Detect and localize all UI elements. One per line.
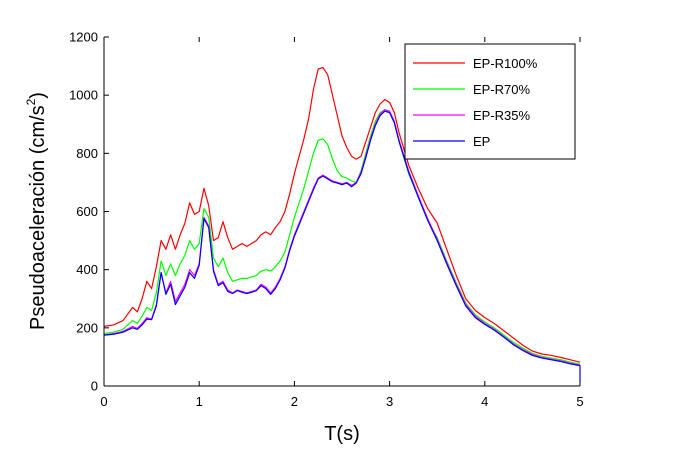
x-tick-label: 1	[196, 394, 203, 409]
series-layer	[103, 66, 581, 382]
x-tick-label: 2	[291, 394, 298, 409]
legend-label: EP-R35%	[473, 108, 531, 123]
legend-item: EP-R35%	[413, 108, 531, 123]
y-axis-title-main: Pseudoaceleración (cm/s	[27, 105, 49, 330]
legend-item: EP-R70%	[413, 82, 531, 97]
legend-label: EP-R100%	[473, 56, 538, 71]
series-line-3	[103, 110, 581, 382]
legend-label: EP	[473, 134, 490, 149]
y-tick-label: 200	[76, 320, 98, 335]
x-ticks: 0 1 2 3 4 5	[100, 37, 584, 409]
x-tick-label: 4	[481, 394, 488, 409]
legend-item: EP-R100%	[413, 56, 538, 71]
x-tick-label: 0	[100, 394, 107, 409]
y-tick-label: 400	[76, 262, 98, 277]
x-axis-title: T(s)	[324, 423, 360, 445]
legend: EP-R100% EP-R70% EP-R35% EP	[404, 43, 576, 160]
y-axis-title: Pseudoaceleración (cm/s2)	[24, 92, 49, 330]
y-ticks: 0 200 400 600 800 1000 1200	[69, 30, 109, 394]
legend-label: EP-R70%	[473, 82, 531, 97]
y-tick-label: 800	[76, 146, 98, 161]
legend-items: EP-R100% EP-R70% EP-R35% EP	[413, 56, 538, 149]
x-tick-label: 3	[386, 394, 393, 409]
y-axis-title-exponent: 2	[24, 98, 38, 105]
y-tick-label: 600	[76, 204, 98, 219]
x-tick-label: 5	[576, 394, 583, 409]
legend-item: EP	[413, 134, 490, 149]
y-tick-label: 1200	[69, 30, 98, 45]
y-tick-label: 1000	[69, 88, 98, 103]
series-line-0	[103, 66, 581, 363]
y-tick-label: 0	[91, 379, 98, 394]
y-axis-title-close: )	[27, 92, 49, 99]
